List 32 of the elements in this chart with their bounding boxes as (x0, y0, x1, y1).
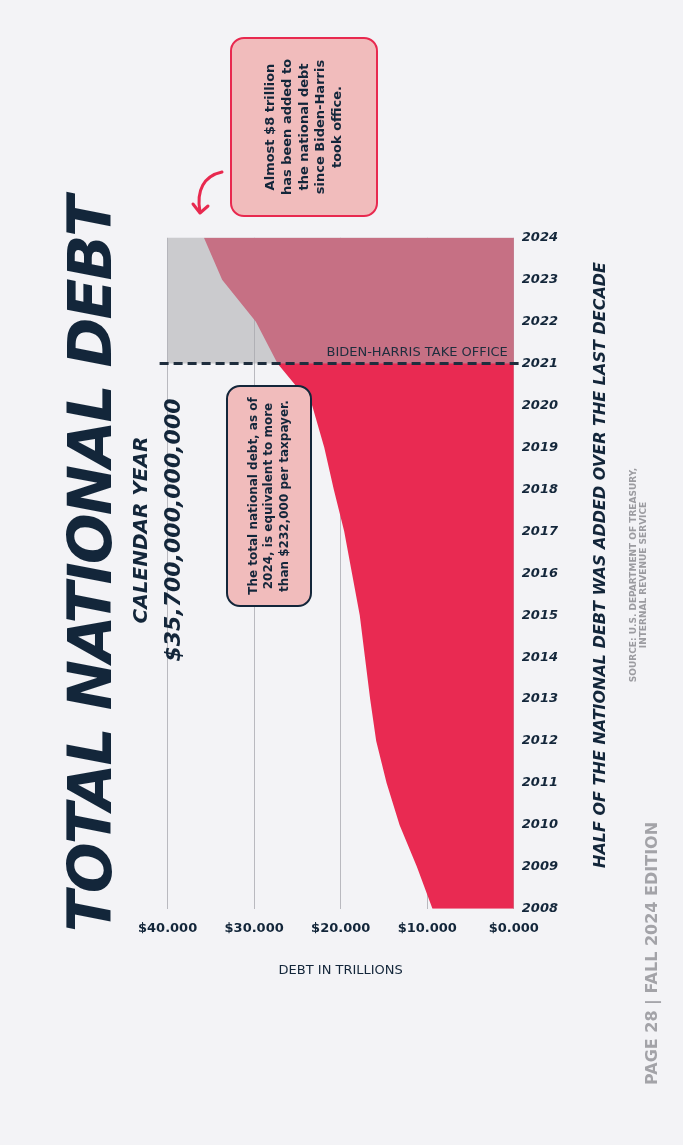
x-tick-label: $0.000 (488, 919, 539, 935)
y-tick-label: 2008 (521, 900, 559, 916)
text: CALENDAR YEAR (128, 435, 152, 626)
y-tick-label: 2011 (521, 774, 559, 790)
y-tick-label: 2021 (521, 354, 559, 370)
ref-line-label: BIDEN-HARRIS TAKE OFFICE (326, 344, 508, 360)
y-tick-label: 2012 (521, 732, 559, 748)
x-tick-label: $20.000 (311, 919, 371, 935)
y-tick-label: 2023 (521, 271, 559, 287)
y-tick-label: 2015 (521, 606, 559, 622)
y-tick-label: 2010 (521, 816, 559, 832)
y-tick-label: 2013 (521, 690, 559, 706)
y-tick-label: 2020 (521, 396, 559, 412)
y-tick-label: 2022 (521, 313, 559, 329)
annotation: $35,700,000,000,000 (160, 397, 185, 664)
text: PAGE 28 | FALL 2024 EDITION (642, 820, 661, 1085)
y-tick-label: 2019 (521, 438, 559, 454)
callout-box: The total national debt, as of 2024, is equivalent to more than $232,000 per taxpayer. (226, 385, 312, 607)
y-tick-label: 2018 (521, 480, 559, 496)
x-tick-label: $10.000 (397, 919, 457, 935)
x-tick-label: $40.000 (138, 919, 198, 935)
source-note: SOURCE: U.S. DEPARTMENT OF TREASURY, INTERNAL REVENUE SERVICE (628, 466, 648, 685)
y-tick-label: 2009 (521, 858, 559, 874)
x-axis-title: DEBT IN TRILLIONS (278, 961, 403, 977)
text: TOTAL NATIONAL DEBT (55, 192, 125, 935)
text: HALF OF THE NATIONAL DEBT WAS ADDED OVER THE LAST DECADE (590, 261, 609, 870)
y-tick-label: 2016 (521, 564, 559, 580)
x-tick-label: $30.000 (224, 919, 284, 935)
callout-box: Almost $8 trillion has been added to the national debt since Biden-Harris took office. (230, 37, 378, 217)
y-tick-label: 2024 (521, 229, 559, 245)
y-tick-label: 2017 (521, 522, 559, 538)
y-tick-label: 2014 (521, 648, 559, 664)
